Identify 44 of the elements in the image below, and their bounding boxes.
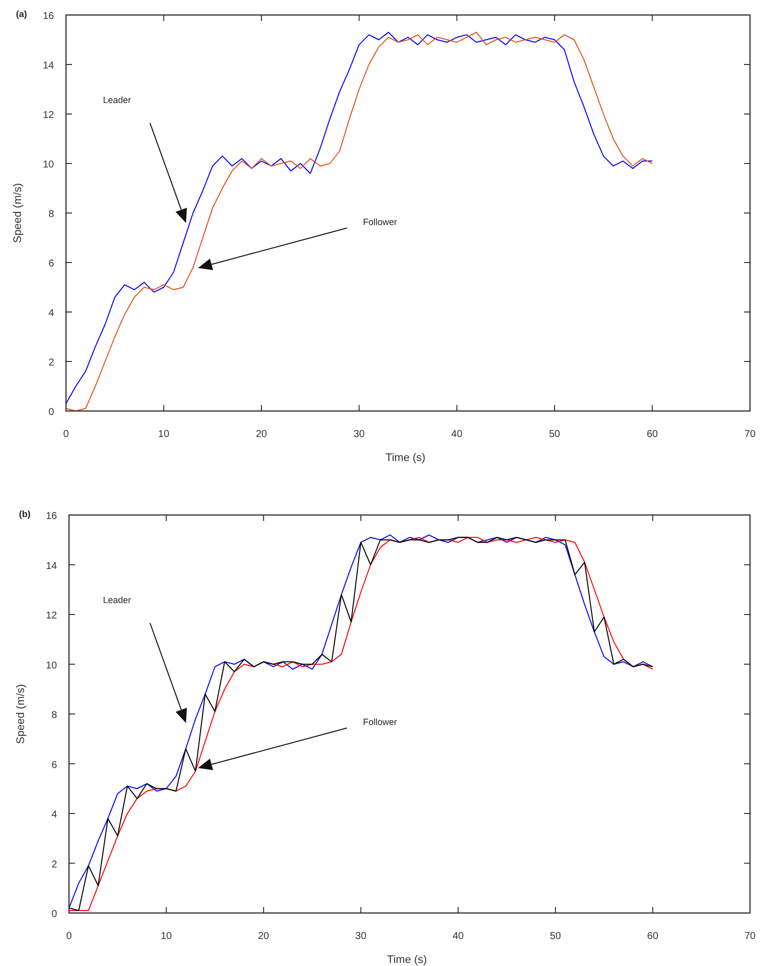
y-tick-label: 4 <box>51 810 58 820</box>
x-tick-label: 10 <box>160 931 172 942</box>
y-tick-label: 12 <box>42 110 54 121</box>
y-tick-label: 6 <box>48 258 54 270</box>
y-tick-label: 12 <box>46 610 58 622</box>
y-tick-label: 14 <box>42 60 54 72</box>
annotation: Leader <box>102 595 132 605</box>
y-axis-title: Speed (m/s) <box>15 684 27 744</box>
x-axis-title: Time (s) <box>386 452 426 464</box>
y-tick-label: 8 <box>48 209 54 220</box>
y-tick-label: 0 <box>51 909 58 920</box>
y-tick-label: 6 <box>51 760 58 771</box>
y-tick-label: 0 <box>48 407 54 418</box>
x-tick-label: 30 <box>354 429 366 440</box>
y-tick-label: 2 <box>48 358 54 368</box>
x-tick-label: 30 <box>355 931 367 942</box>
y-tick-label: 8 <box>51 710 58 721</box>
x-tick-label: 0 <box>66 931 72 942</box>
y-tick-label: 16 <box>42 11 54 22</box>
x-tick-label: 20 <box>258 931 270 942</box>
x-tick-label: 10 <box>158 429 170 440</box>
x-tick-label: 40 <box>452 931 464 942</box>
y-tick-label: 2 <box>51 859 58 870</box>
x-tick-label: 60 <box>646 429 658 440</box>
x-tick-label: 70 <box>744 931 756 942</box>
annotation: Follower <box>362 717 398 727</box>
y-tick-label: 14 <box>46 560 58 572</box>
x-tick-label: 70 <box>744 429 756 440</box>
annotation: Leader <box>102 95 132 105</box>
y-tick-label: 10 <box>46 660 58 672</box>
y-axis-title: Speed (m/s) <box>12 183 24 243</box>
x-tick-label: 60 <box>647 931 659 942</box>
x-tick-label: 40 <box>451 429 463 440</box>
x-tick-label: 50 <box>550 931 562 942</box>
annotation: Follower <box>362 217 398 227</box>
y-tick-label: 10 <box>42 160 54 170</box>
x-tick-label: 50 <box>549 429 561 440</box>
text: (b) <box>19 509 30 519</box>
x-tick-label: 0 <box>63 429 70 440</box>
y-tick-label: 16 <box>46 511 58 522</box>
text: (a) <box>16 9 27 19</box>
x-axis-title: Time (s) <box>387 954 427 966</box>
y-tick-label: 4 <box>48 308 54 319</box>
x-tick-label: 20 <box>256 429 268 440</box>
